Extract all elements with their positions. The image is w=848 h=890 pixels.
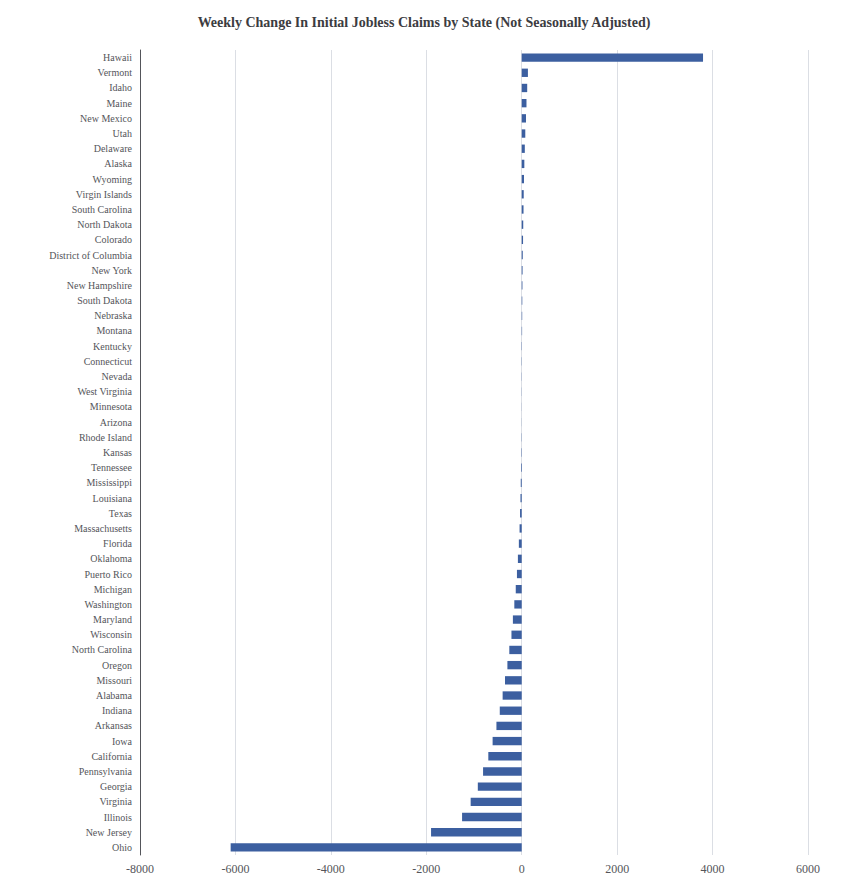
svg-text:Kentucky: Kentucky: [93, 341, 132, 352]
svg-text:Missouri: Missouri: [96, 675, 132, 686]
svg-text:Nevada: Nevada: [101, 371, 132, 382]
svg-text:Texas: Texas: [109, 508, 132, 519]
svg-text:Connecticut: Connecticut: [84, 356, 133, 367]
svg-text:Puerto Rico: Puerto Rico: [85, 569, 133, 580]
svg-text:6000: 6000: [796, 862, 820, 876]
svg-text:Tennessee: Tennessee: [91, 462, 133, 473]
svg-text:Wyoming: Wyoming: [93, 174, 132, 185]
svg-text:Rhode Island: Rhode Island: [79, 432, 132, 443]
svg-text:-6000: -6000: [221, 862, 249, 876]
svg-text:Minnesota: Minnesota: [90, 401, 133, 412]
svg-text:Idaho: Idaho: [109, 82, 132, 93]
svg-text:Maryland: Maryland: [93, 614, 132, 625]
svg-text:Virginia: Virginia: [99, 796, 132, 807]
svg-text:Arizona: Arizona: [100, 417, 133, 428]
svg-text:Louisiana: Louisiana: [93, 493, 133, 504]
svg-text:Oregon: Oregon: [102, 660, 132, 671]
svg-text:Illinois: Illinois: [104, 812, 132, 823]
svg-text:Colorado: Colorado: [95, 234, 132, 245]
svg-text:-8000: -8000: [126, 862, 154, 876]
svg-text:Pennsylvania: Pennsylvania: [79, 766, 133, 777]
svg-text:Georgia: Georgia: [100, 781, 133, 792]
svg-text:New Mexico: New Mexico: [80, 113, 132, 124]
svg-text:-4000: -4000: [317, 862, 345, 876]
svg-text:Virgin Islands: Virgin Islands: [76, 189, 132, 200]
svg-text:Indiana: Indiana: [102, 705, 133, 716]
svg-text:Utah: Utah: [113, 128, 132, 139]
svg-text:South Dakota: South Dakota: [77, 295, 132, 306]
svg-text:Florida: Florida: [103, 538, 132, 549]
svg-text:West Virginia: West Virginia: [77, 386, 132, 397]
svg-text:Kansas: Kansas: [103, 447, 132, 458]
svg-text:Iowa: Iowa: [112, 736, 133, 747]
svg-text:Maine: Maine: [106, 98, 132, 109]
svg-text:Oklahoma: Oklahoma: [90, 553, 132, 564]
svg-text:Vermont: Vermont: [98, 67, 133, 78]
svg-text:North Dakota: North Dakota: [77, 219, 132, 230]
svg-text:Ohio: Ohio: [112, 842, 132, 853]
svg-text:Massachusetts: Massachusetts: [74, 523, 132, 534]
svg-text:Nebraska: Nebraska: [94, 310, 132, 321]
svg-text:New York: New York: [91, 265, 132, 276]
svg-text:North Carolina: North Carolina: [72, 644, 133, 655]
svg-text:Weekly Change In Initial Joble: Weekly Change In Initial Jobless Claims …: [198, 15, 651, 31]
svg-text:Michigan: Michigan: [94, 584, 132, 595]
svg-text:Hawaii: Hawaii: [103, 52, 132, 63]
svg-text:New Hampshire: New Hampshire: [67, 280, 133, 291]
svg-text:-2000: -2000: [412, 862, 440, 876]
svg-text:New Jersey: New Jersey: [86, 827, 132, 838]
svg-text:Mississippi: Mississippi: [86, 477, 132, 488]
svg-text:District of Columbia: District of Columbia: [49, 250, 132, 261]
svg-text:South Carolina: South Carolina: [72, 204, 133, 215]
svg-text:Alaska: Alaska: [104, 158, 132, 169]
svg-text:Arkansas: Arkansas: [95, 720, 132, 731]
svg-text:Montana: Montana: [96, 325, 132, 336]
svg-text:California: California: [91, 751, 132, 762]
svg-text:Delaware: Delaware: [94, 143, 133, 154]
svg-text:Alabama: Alabama: [96, 690, 133, 701]
svg-text:4000: 4000: [701, 862, 725, 876]
svg-text:Washington: Washington: [84, 599, 132, 610]
svg-text:Wisconsin: Wisconsin: [90, 629, 132, 640]
svg-text:2000: 2000: [605, 862, 629, 876]
svg-text:0: 0: [519, 862, 525, 876]
